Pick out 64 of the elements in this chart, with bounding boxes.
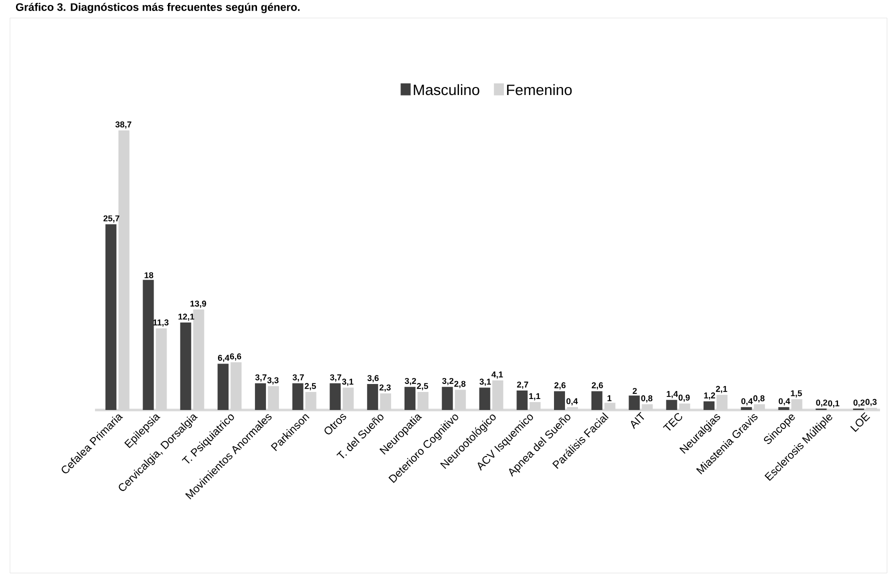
bar bbox=[292, 383, 304, 410]
data-label: 1 bbox=[608, 395, 612, 402]
data-label: 1,1 bbox=[529, 393, 540, 400]
data-label: 0,3 bbox=[866, 398, 877, 406]
data-label: 0,4 bbox=[778, 398, 790, 406]
data-label: 3,1 bbox=[480, 378, 491, 386]
bar bbox=[704, 401, 715, 410]
data-label: 2,5 bbox=[416, 383, 428, 390]
data-label: 3,7 bbox=[255, 374, 266, 382]
bar bbox=[142, 280, 154, 410]
data-label: 38,7 bbox=[115, 121, 132, 129]
data-label: 2,5 bbox=[304, 383, 316, 390]
data-label: 0,9 bbox=[678, 394, 690, 402]
data-label: 0,4 bbox=[566, 398, 578, 406]
legend-label: Femenino bbox=[507, 84, 572, 96]
data-label: 13,9 bbox=[190, 300, 206, 308]
data-label: 1,2 bbox=[704, 392, 716, 400]
data-label: 2,1 bbox=[716, 386, 728, 394]
data-label: 6,4 bbox=[218, 354, 230, 362]
data-label: 2,6 bbox=[554, 382, 566, 390]
data-label: 3,7 bbox=[330, 374, 342, 382]
bar bbox=[479, 388, 490, 410]
chart-title: Gráfico 3. Diagnósticos más frecuentes según género. bbox=[16, 2, 300, 14]
data-label: 3,6 bbox=[367, 375, 379, 382]
data-label: 0,4 bbox=[741, 398, 753, 406]
data-label: 0,8 bbox=[641, 395, 652, 403]
bar bbox=[591, 391, 602, 410]
data-label: 1,5 bbox=[790, 390, 802, 398]
x-tick-label: AIT bbox=[630, 412, 644, 430]
data-label: 3,2 bbox=[404, 378, 416, 386]
data-label: 3,3 bbox=[267, 377, 279, 384]
data-label: 2,8 bbox=[454, 380, 466, 388]
data-label: 3,7 bbox=[292, 374, 304, 382]
bar bbox=[404, 386, 416, 410]
data-label: 0,2 bbox=[854, 400, 865, 407]
bar bbox=[105, 224, 116, 410]
bar bbox=[516, 390, 528, 410]
data-label: 2,6 bbox=[592, 382, 603, 390]
data-label: 0,8 bbox=[753, 395, 765, 403]
data-label: 0,1 bbox=[828, 400, 840, 408]
data-label: 4,1 bbox=[491, 372, 503, 379]
bar bbox=[554, 391, 566, 410]
bar bbox=[218, 364, 229, 410]
bar bbox=[740, 407, 752, 410]
bar bbox=[180, 322, 192, 410]
data-label: 1,4 bbox=[666, 391, 678, 398]
data-label: 2,3 bbox=[380, 384, 391, 392]
bar bbox=[778, 407, 790, 410]
bar bbox=[254, 383, 266, 410]
data-label: 18 bbox=[144, 272, 154, 278]
bar bbox=[330, 383, 341, 410]
bar bbox=[628, 396, 640, 410]
data-label: 3,1 bbox=[342, 378, 354, 386]
data-label: 3,2 bbox=[442, 378, 454, 386]
legend-label: Masculino bbox=[414, 84, 480, 96]
bar bbox=[367, 384, 378, 410]
bar bbox=[442, 386, 453, 410]
data-label: 25,7 bbox=[103, 215, 120, 223]
data-label: 0,2 bbox=[816, 400, 828, 407]
data-label: 2 bbox=[632, 388, 637, 394]
data-label: 2,7 bbox=[517, 382, 528, 389]
bar bbox=[666, 400, 678, 410]
data-label: 6,6 bbox=[230, 353, 242, 361]
data-label: 12,1 bbox=[178, 314, 194, 321]
